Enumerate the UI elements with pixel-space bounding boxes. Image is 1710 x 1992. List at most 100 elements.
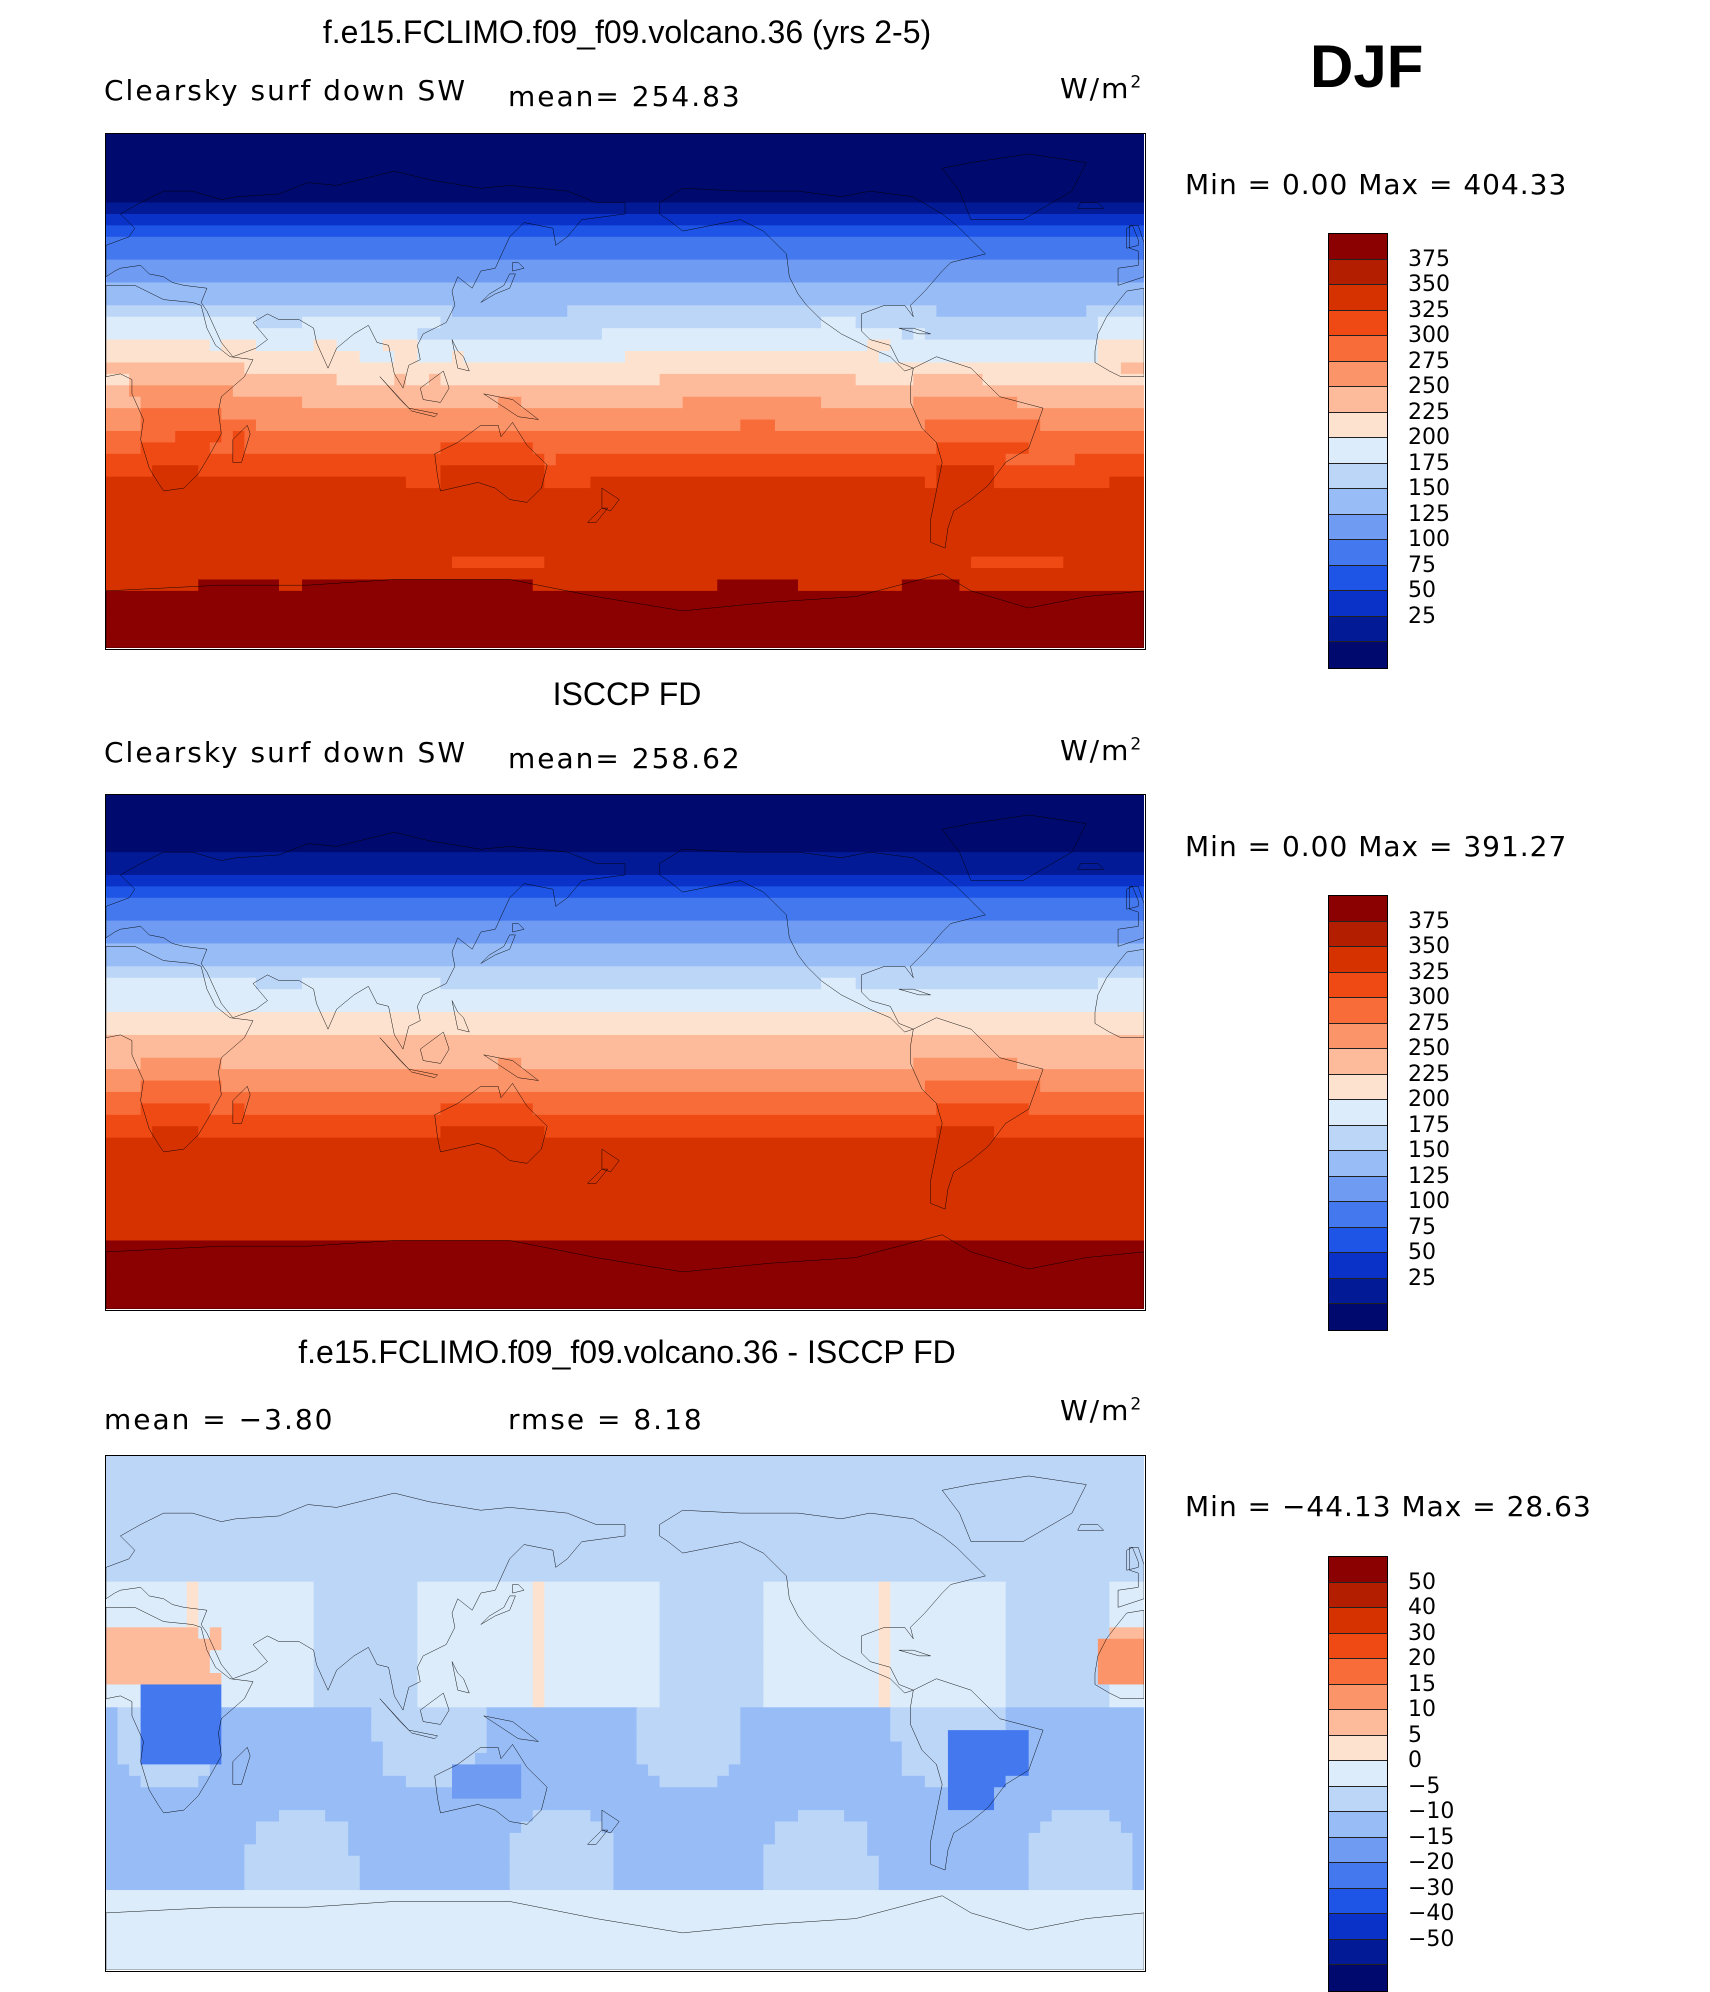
field-cell: [878, 1673, 892, 1686]
field-cell: [186, 1593, 200, 1606]
field-cell: [221, 1638, 315, 1652]
colorbar-swatch: [1329, 998, 1387, 1024]
colorbar-swatch: [1329, 1049, 1387, 1075]
colorbar-swatch: [1329, 1735, 1387, 1761]
field-cell: [1028, 1855, 1134, 1869]
colorbar-tick-label: 250: [1408, 1036, 1450, 1061]
colorbar-swatch: [1329, 1684, 1387, 1710]
colorbar-swatch: [1329, 1761, 1387, 1787]
field-cell: [106, 1661, 211, 1674]
panel-2-unit-exp: 2: [1130, 734, 1144, 755]
field-cell: [774, 419, 926, 432]
field-cell: [279, 579, 303, 592]
coastline: [106, 285, 253, 491]
field-cell: [106, 442, 142, 455]
field-cell: [232, 385, 1144, 398]
field-cell: [901, 1741, 949, 1754]
coastline: [513, 1585, 525, 1594]
coastline: [481, 274, 516, 303]
field-cell: [106, 556, 453, 569]
field-cell: [867, 1844, 1030, 1857]
field-cell: [106, 829, 1144, 842]
field-cell: [106, 613, 1144, 627]
field-cell: [417, 1604, 534, 1617]
field-cell: [302, 316, 442, 330]
field-cell: [613, 1844, 765, 1857]
field-cell: [1109, 476, 1144, 489]
colorbar-swatch: [1329, 1863, 1387, 1889]
field-cell: [1097, 1638, 1144, 1652]
coastline: [420, 1032, 449, 1063]
field-cell: [1097, 316, 1144, 330]
field-cell: [1132, 1878, 1144, 1891]
coastline: [1078, 203, 1104, 209]
field-cell: [521, 1764, 649, 1777]
field-cell: [106, 488, 1144, 501]
field-cell: [106, 1855, 246, 1869]
field-cell: [106, 1126, 153, 1139]
colorbar-swatch: [1329, 1633, 1387, 1659]
colorbar-tick-label: 350: [1408, 272, 1450, 297]
colorbar-tick-label: 0: [1408, 1748, 1422, 1773]
field-cell: [947, 1787, 995, 1800]
coastline: [380, 377, 409, 408]
field-cell: [106, 1821, 257, 1834]
colorbar-tick-label: 50: [1408, 1240, 1436, 1265]
field-cell: [878, 1695, 892, 1709]
field-cell: [106, 465, 153, 478]
colorbar-tick-label: −15: [1408, 1824, 1455, 1850]
field-cell: [613, 1855, 765, 1869]
field-cell: [878, 1593, 892, 1606]
field-cell: [947, 1730, 1030, 1743]
field-cell: [532, 1810, 592, 1823]
colorbar-tick-label: −40: [1408, 1901, 1455, 1926]
field-cell: [901, 579, 961, 592]
field-cell: [509, 1844, 615, 1857]
field-cell: [878, 1661, 892, 1674]
field-cell: [209, 1764, 384, 1777]
field-cell: [106, 476, 407, 489]
field-cell: [221, 1057, 499, 1070]
field-cell: [440, 373, 661, 387]
field-cell: [371, 1707, 488, 1720]
field-cell: [1005, 1684, 1111, 1697]
colorbar-swatch: [1329, 412, 1387, 438]
field-cell: [106, 1570, 1144, 1583]
field-cell: [463, 351, 626, 364]
field-cell: [106, 886, 1144, 899]
coastline: [409, 1730, 438, 1739]
coastline: [910, 1679, 1043, 1870]
panel-1-title: f.e15.FCLIMO.f09_f09.volcano.36 (yrs 2-5…: [322, 14, 932, 50]
field-cell: [890, 1673, 1007, 1686]
field-cell: [763, 1650, 880, 1663]
field-cell: [774, 1821, 869, 1834]
field-cell: [221, 339, 257, 352]
field-cell: [532, 1627, 546, 1640]
field-cell: [1005, 1650, 1099, 1663]
colorbar-tick-label: 200: [1408, 425, 1450, 450]
colorbar-swatch: [1329, 921, 1387, 947]
field-cell: [1028, 1752, 1144, 1766]
field-cell: [924, 1775, 949, 1789]
field-cell: [106, 1878, 246, 1891]
field-cell: [198, 1604, 315, 1617]
coastline: [106, 1896, 1144, 1970]
field-cell: [140, 1718, 223, 1731]
field-cell: [106, 134, 1144, 147]
field-cell: [890, 1684, 1007, 1697]
field-cell: [106, 1490, 1144, 1503]
field-cell: [106, 806, 1144, 819]
colorbar-tick-label: 375: [1408, 246, 1450, 272]
field-cell: [763, 1661, 880, 1674]
field-cell: [371, 1718, 488, 1731]
field-cell: [1051, 1810, 1111, 1823]
field-cell: [1097, 328, 1144, 341]
coastline: [602, 1810, 619, 1833]
field-cell: [313, 1661, 419, 1674]
field-cell: [544, 1593, 661, 1606]
field-cell: [947, 1741, 1030, 1754]
field-cell: [1120, 1821, 1144, 1834]
field-cell: [106, 579, 200, 592]
field-cell: [509, 1832, 615, 1846]
field-cell: [717, 1775, 926, 1789]
